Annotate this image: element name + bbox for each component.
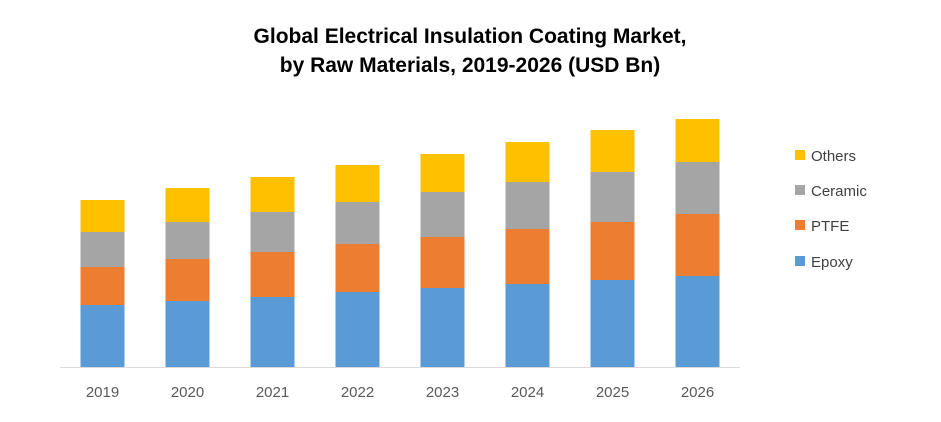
x-tick-label: 2023	[426, 384, 459, 401]
bar-others-2020	[165, 188, 210, 222]
bar-ptfe-2022	[335, 244, 380, 292]
bar-ceramic-2025	[590, 172, 635, 222]
bar-ceramic-2022	[335, 202, 380, 244]
bar-others-2026	[675, 119, 720, 162]
bar-ceramic-2019	[80, 232, 125, 267]
bar-ceramic-2024	[505, 182, 550, 229]
legend-label-ceramic: Ceramic	[811, 183, 867, 200]
bar-ptfe-2024	[505, 229, 550, 284]
bar-others-2019	[80, 200, 125, 232]
legend-label-others: Others	[811, 148, 856, 165]
bar-epoxy-2024	[505, 284, 550, 367]
legend-label-epoxy: Epoxy	[811, 254, 853, 271]
legend-swatch-ptfe	[795, 220, 805, 230]
chart-title-line-1: Global Electrical Insulation Coating Mar…	[253, 25, 687, 48]
bar-others-2023	[420, 154, 465, 192]
x-tick-label: 2026	[681, 384, 714, 401]
x-tick-label: 2025	[596, 384, 629, 401]
legend-swatch-others	[795, 150, 805, 160]
bar-ceramic-2026	[675, 162, 720, 214]
bar-epoxy-2021	[250, 297, 295, 367]
legend-swatch-ceramic	[795, 185, 805, 195]
x-tick-label: 2024	[511, 384, 544, 401]
legend-swatch-epoxy	[795, 256, 805, 266]
x-tick-label: 2021	[256, 384, 289, 401]
bar-others-2022	[335, 165, 380, 202]
bar-epoxy-2020	[165, 301, 210, 367]
bar-others-2024	[505, 142, 550, 182]
bar-epoxy-2019	[80, 305, 125, 367]
bar-epoxy-2023	[420, 288, 465, 367]
x-tick-label: 2020	[171, 384, 204, 401]
x-tick-label: 2019	[86, 384, 119, 401]
bar-ptfe-2025	[590, 222, 635, 280]
bar-ptfe-2023	[420, 237, 465, 288]
bar-ptfe-2019	[80, 267, 125, 305]
bar-ptfe-2026	[675, 214, 720, 276]
bar-others-2025	[590, 130, 635, 172]
bar-ptfe-2021	[250, 252, 295, 297]
bar-ceramic-2023	[420, 192, 465, 237]
chart-title: Global Electrical Insulation Coating Mar…	[170, 22, 770, 80]
x-tick-label: 2022	[341, 384, 374, 401]
bar-ceramic-2021	[250, 212, 295, 252]
legend-label-ptfe: PTFE	[811, 218, 849, 235]
bar-epoxy-2026	[675, 276, 720, 367]
bar-ptfe-2020	[165, 259, 210, 301]
bar-others-2021	[250, 177, 295, 212]
chart-title-line-2: by Raw Materials, 2019-2026 (USD Bn)	[279, 54, 661, 77]
bar-ceramic-2020	[165, 222, 210, 259]
bar-epoxy-2022	[335, 292, 380, 367]
bar-epoxy-2025	[590, 280, 635, 367]
